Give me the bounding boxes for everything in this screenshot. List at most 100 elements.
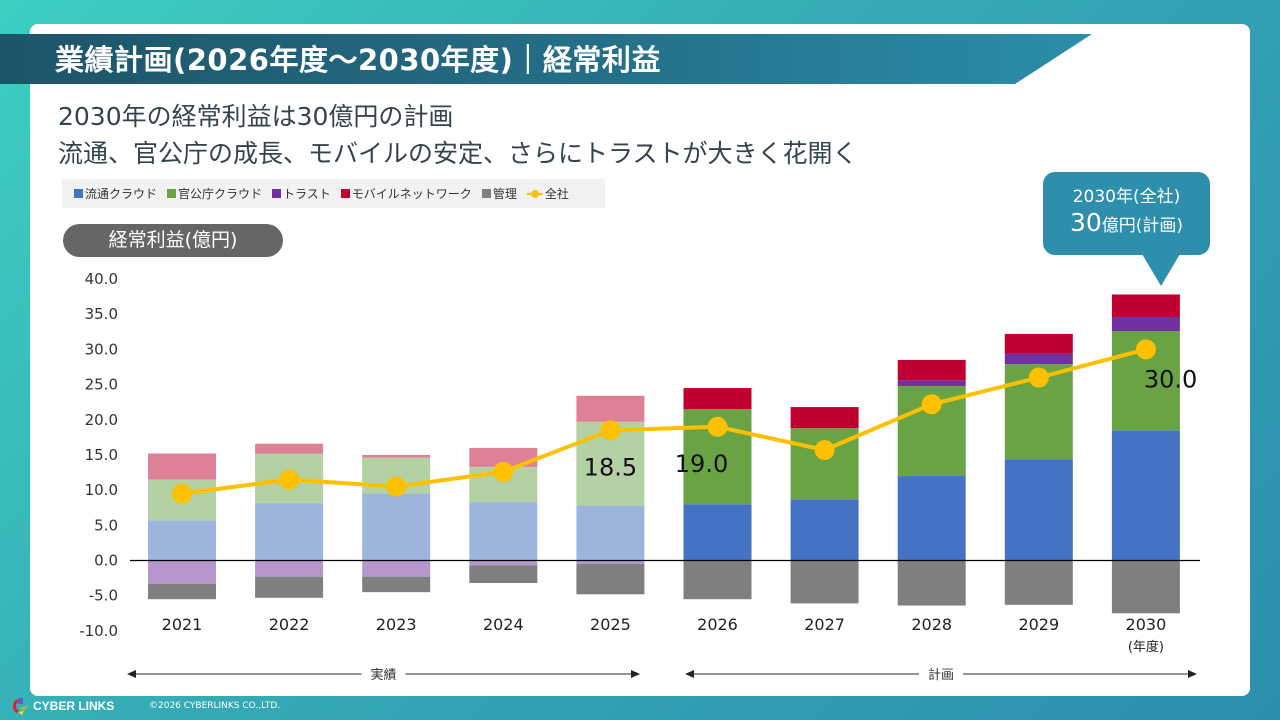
- y-tick-label: 5.0: [94, 516, 118, 534]
- x-axis-label: (年度): [1128, 639, 1164, 655]
- bar-segment: [897, 359, 966, 381]
- bar-segment: [362, 576, 431, 593]
- bar-segment: [897, 560, 966, 606]
- copyright: ©2026 CYBERLINKS CO.,LTD.: [149, 701, 281, 711]
- legend-swatch: [340, 189, 350, 198]
- data-label: 30.0: [1144, 365, 1197, 393]
- bar-segment: [1004, 459, 1073, 561]
- total-line-point: [1028, 367, 1049, 388]
- bar-segment: [576, 505, 645, 561]
- y-tick-label: 40.0: [85, 270, 118, 288]
- legend-swatch: [167, 189, 177, 198]
- bar-segment: [683, 388, 752, 410]
- bar-segment: [897, 476, 966, 561]
- bar-segment: [790, 560, 859, 604]
- chart-legend: 流通クラウド 官公庁クラウド トラスト モバイルネットワーク 管理 全社: [62, 179, 605, 208]
- y-tick-label: 30.0: [85, 340, 118, 358]
- bar-segment: [576, 560, 645, 565]
- total-line-path: [181, 347, 1147, 496]
- arrow-left-icon: [685, 670, 694, 678]
- logo-text: CYBER LINKS: [33, 699, 115, 713]
- bar-segment: [255, 503, 324, 561]
- legend-swatch: [272, 189, 282, 198]
- x-tick-label: 2025: [590, 615, 631, 634]
- x-tick-label: 2026: [697, 615, 738, 634]
- legend-item: 流通クラウド: [74, 185, 157, 202]
- data-labels: 18.5 19.0 30.0: [584, 365, 1198, 481]
- legend-swatch: [481, 189, 491, 198]
- legend-line-marker-icon: [526, 189, 543, 198]
- bar-segment: [683, 560, 752, 600]
- actual-period-label: 実績: [370, 667, 396, 683]
- bar-segment: [897, 380, 966, 386]
- bar-segment: [1111, 430, 1180, 561]
- legend-swatch: [74, 189, 83, 198]
- legend-item: 管理: [481, 185, 517, 202]
- legend-label: 全社: [544, 187, 569, 201]
- bar-segment: [469, 560, 538, 566]
- bar-segment: [148, 560, 216, 584]
- bar-segment: [255, 560, 324, 577]
- legend-item: トラスト: [272, 185, 331, 202]
- bar-segment: [148, 520, 216, 561]
- bar-segment: [469, 502, 538, 561]
- y-tick-label: -10.0: [79, 622, 118, 640]
- bar-segment: [469, 447, 538, 467]
- bar-segment: [362, 454, 431, 458]
- bar-segment: [1111, 317, 1180, 332]
- total-line-point: [600, 420, 621, 441]
- x-tick-label: 2022: [269, 615, 310, 634]
- bar-segment: [362, 560, 431, 577]
- y-tick-label: 35.0: [85, 305, 118, 323]
- callout-value: 30: [1069, 208, 1102, 237]
- callout-2030: 2030年(全社) 30億円(計画): [1043, 172, 1210, 286]
- logo-mark-icon: [12, 698, 29, 715]
- legend-item: モバイルネットワーク: [340, 185, 472, 202]
- company-logo: CYBER LINKS: [10, 697, 114, 715]
- y-tick-label: -5.0: [89, 587, 118, 605]
- x-tick-label: 2028: [911, 615, 952, 634]
- x-tick-label: 2030: [1126, 615, 1167, 634]
- bar-segment: [790, 407, 859, 429]
- bar-segment: [255, 576, 324, 598]
- legend-label: 官公庁クラウド: [178, 187, 263, 201]
- bar-segment: [469, 565, 538, 584]
- x-tick-label: 2024: [483, 615, 524, 634]
- arrow-right-icon: [1188, 670, 1197, 678]
- legend-label: 管理: [492, 187, 517, 201]
- data-label: 18.5: [584, 453, 637, 481]
- y-tick-label: 20.0: [85, 411, 118, 429]
- y-axis: 40.0 35.0 30.0 25.0 20.0 15.0 10.0 5.0 0.0 -5.0 -1…: [79, 270, 118, 640]
- y-tick-label: 25.0: [85, 376, 118, 394]
- total-line-point: [279, 469, 300, 490]
- bar-segment: [1004, 353, 1073, 365]
- total-line-point: [707, 416, 728, 437]
- x-tick-label: 2023: [376, 615, 417, 634]
- bar-segment: [790, 499, 859, 561]
- bar-segment: [683, 504, 752, 561]
- page-title: 業績計画(2026年度～2030年度)｜経常利益: [55, 43, 661, 77]
- bar-segment: [1004, 560, 1073, 605]
- total-line-point: [921, 394, 942, 415]
- x-axis: 2021 2022 2023 2024 2025 2026 2027 2028 2029 2030…: [162, 615, 1167, 655]
- total-line-point: [172, 483, 192, 504]
- total-line: [172, 339, 1156, 504]
- subtitle-line-1: 2030年の経常利益は30億円の計画: [58, 102, 454, 131]
- subtitle-line-2: 流通、官公庁の成長、モバイルの安定、さらにトラストが大きく花開く: [58, 139, 858, 168]
- legend-label: 流通クラウド: [85, 187, 158, 201]
- y-tick-label: 15.0: [85, 446, 118, 464]
- bar-segment: [362, 493, 431, 561]
- legend-label: モバイルネットワーク: [351, 187, 472, 201]
- bar-segment: [1111, 560, 1180, 614]
- total-line-point: [493, 461, 514, 482]
- y-tick-label: 10.0: [85, 481, 118, 499]
- arrow-left-icon: [127, 670, 136, 678]
- x-tick-label: 2021: [162, 615, 203, 634]
- unit-label: 経常利益(億円): [63, 224, 283, 257]
- x-tick-label: 2029: [1018, 615, 1059, 634]
- legend-item: 官公庁クラウド: [167, 185, 262, 202]
- bar-segment: [1111, 294, 1180, 318]
- total-line-point: [386, 476, 407, 497]
- legend-item: 全社: [526, 185, 569, 202]
- callout-line-2: 30億円(計画): [1043, 208, 1210, 241]
